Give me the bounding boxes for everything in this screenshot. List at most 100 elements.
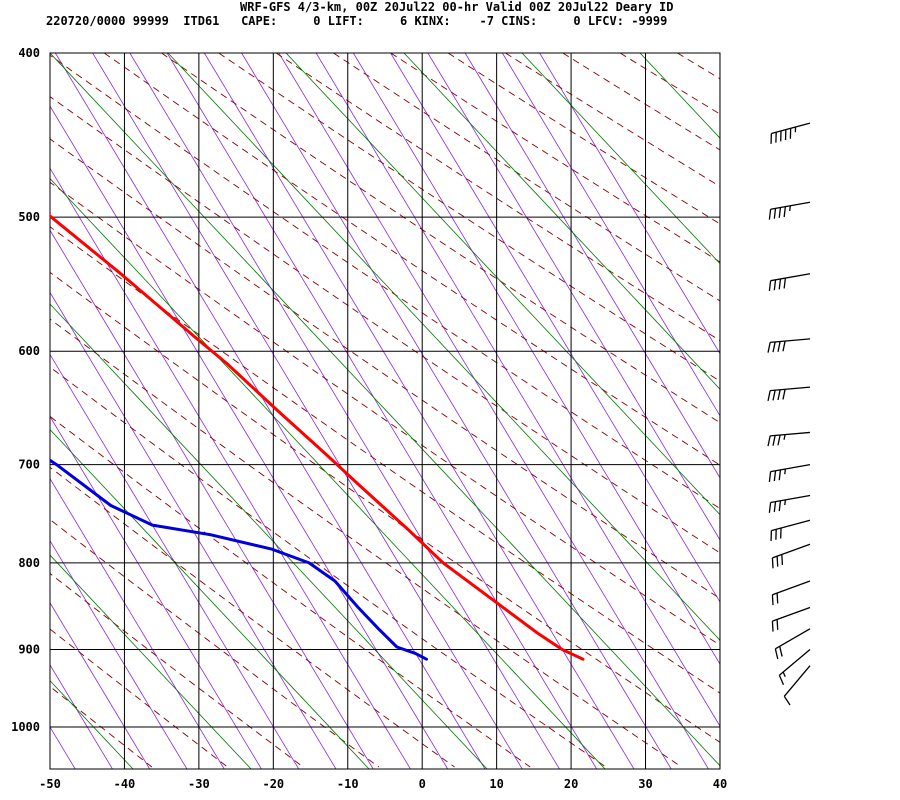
wind-barb-half-feather [783, 434, 786, 440]
wind-barb-feather [767, 435, 771, 447]
mixing-ratio-line [167, 53, 720, 641]
dry-adiabat-line [50, 519, 380, 768]
isotherm-line [0, 53, 38, 769]
wind-barb-staff [770, 386, 811, 392]
wind-barb-feather [777, 434, 781, 446]
isotherm-line [92, 53, 523, 769]
plot-frame [49, 52, 721, 770]
y-tick-label: 600 [18, 344, 40, 358]
isotherm-line [353, 53, 720, 665]
wind-barb [768, 273, 811, 292]
wind-barb-feather [773, 470, 777, 482]
isotherm-line [50, 726, 76, 769]
mixing-ratio-line [0, 53, 15, 769]
temperature-trace [50, 214, 585, 661]
isotherm-line [50, 229, 374, 769]
dry-adiabat-line [103, 53, 720, 466]
wind-barb-staff [770, 463, 811, 473]
wind-barb-feather [776, 619, 779, 630]
stability-indices-line: 220720/0000 99999 ITD61 CAPE: 0 LIFT: 6 … [46, 14, 668, 28]
dry-adiabat-line [50, 466, 455, 768]
isotherm-line [55, 53, 486, 769]
wind-barb-feather [773, 501, 777, 513]
dry-adiabat-line [390, 53, 720, 263]
isotherm-line [50, 105, 449, 769]
wind-barb-feather [783, 695, 791, 706]
wind-barb-feather [778, 500, 782, 512]
dry-adiabat-line [50, 685, 153, 768]
dry-adiabat-line [50, 318, 682, 768]
wind-barb-feather [767, 390, 771, 401]
wind-barb-staff [770, 494, 811, 504]
wind-barb [768, 494, 811, 513]
isotherm-line [427, 53, 720, 541]
wind-barb-staff [778, 649, 811, 676]
wind-barb-half-feather [782, 671, 786, 678]
wind-barb [771, 580, 811, 606]
dry-adiabat-line [50, 572, 304, 768]
wind-barb [768, 201, 811, 220]
x-tick-label: 20 [564, 777, 578, 791]
y-tick-label: 500 [18, 210, 40, 224]
isotherm-line [502, 53, 720, 417]
x-tick-label: -10 [337, 777, 359, 791]
wind-barb-feather [779, 646, 783, 657]
wind-barb-feather [773, 279, 777, 291]
wind-barb-staff [772, 543, 811, 559]
wind-barb-feather [782, 389, 786, 400]
dry-adiabat-line [677, 53, 720, 80]
x-tick-label: -20 [262, 777, 284, 791]
x-tick-label: 30 [638, 777, 652, 791]
y-tick-label: 900 [18, 642, 40, 656]
isotherm-line [50, 167, 411, 769]
mixing-ratio-line [50, 303, 488, 769]
wind-barb-half-feather [784, 468, 787, 475]
wind-barb-feather [772, 341, 776, 353]
wind-barb-feather [772, 390, 776, 401]
dry-adiabat-line [50, 96, 720, 554]
wind-barb-feather [778, 469, 782, 481]
wind-barb-feather [783, 278, 787, 289]
wind-barb [767, 431, 811, 447]
wind-barb [770, 519, 811, 542]
chart-title: WRF-GFS 4/3-km, 00Z 20Jul22 00-hr Valid … [240, 0, 674, 14]
y-tick-label: 1000 [11, 720, 40, 734]
pressure-temperature-grid [49, 52, 721, 770]
isotherm-line [50, 602, 151, 769]
isotherm-line [315, 53, 720, 727]
wind-barb-feather [768, 280, 772, 292]
wind-barb-feather [777, 341, 781, 352]
wind-barb [778, 649, 811, 686]
mixing-ratio-line [876, 53, 900, 769]
isotherm-line [0, 53, 1, 769]
y-tick-label: 400 [18, 46, 40, 60]
wind-barb-staff [772, 580, 811, 596]
isotherm-line [50, 539, 188, 769]
wind-barb-staff [770, 431, 811, 437]
wind-barb-feather [782, 340, 786, 352]
isotherm-line [50, 415, 262, 769]
wind-barb-half-feather [789, 205, 791, 212]
wind-barb [767, 338, 811, 353]
x-tick-label: -30 [188, 777, 210, 791]
wind-barb-feather [778, 207, 782, 218]
wind-barb-staff [771, 519, 811, 532]
wind-barb-feather [768, 209, 772, 220]
wind-barb-staff [770, 338, 811, 344]
wind-barb-feather [778, 674, 785, 686]
dry-adiabat-line [505, 53, 720, 188]
dry-adiabat-line [275, 53, 720, 342]
wind-barb [771, 606, 811, 632]
wind-barb [768, 463, 811, 483]
wind-barb [767, 386, 811, 401]
wind-barb-feather [777, 389, 781, 401]
x-tick-label: -50 [39, 777, 61, 791]
dry-adiabat-line [50, 138, 720, 600]
dry-adiabat-line [50, 226, 720, 694]
dry-adiabat-line [619, 53, 720, 115]
wind-barb-feather [776, 556, 779, 567]
isotherm-line [50, 353, 300, 769]
dewpoint-trace [50, 458, 428, 661]
wind-barb-feather [771, 594, 774, 606]
